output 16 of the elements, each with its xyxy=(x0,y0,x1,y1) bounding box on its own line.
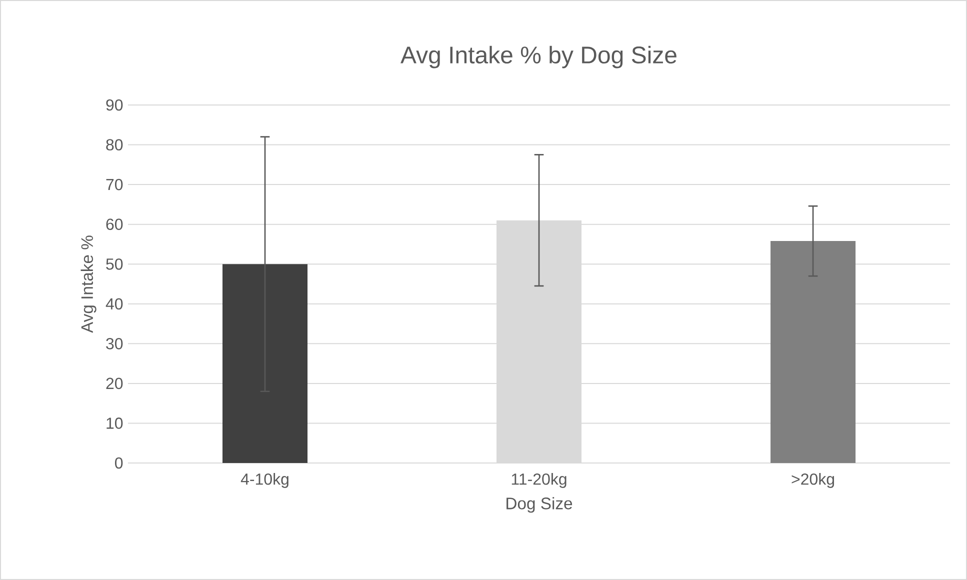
y-axis-title: Avg Intake % xyxy=(80,236,96,333)
x-tick-label: 4-10kg xyxy=(240,473,288,488)
chart-title: Avg Intake % by Dog Size xyxy=(400,46,676,68)
y-tick-label: 10 xyxy=(106,418,123,429)
y-tick-label: 50 xyxy=(106,258,123,270)
y-tick-label: 70 xyxy=(106,178,123,190)
y-tick-label: 20 xyxy=(106,378,123,390)
y-tick-label: 0 xyxy=(115,457,123,469)
y-tick-label: 80 xyxy=(106,139,123,150)
y-tick-label: 40 xyxy=(106,298,123,310)
y-tick-label: 30 xyxy=(106,338,123,350)
x-tick-label: 11-20kg xyxy=(512,473,566,488)
y-tick-label: 90 xyxy=(106,99,123,111)
x-axis-title: Dog Size xyxy=(506,497,572,513)
x-tick-label: >20kg xyxy=(792,473,834,488)
y-tick-label: 60 xyxy=(106,218,123,230)
